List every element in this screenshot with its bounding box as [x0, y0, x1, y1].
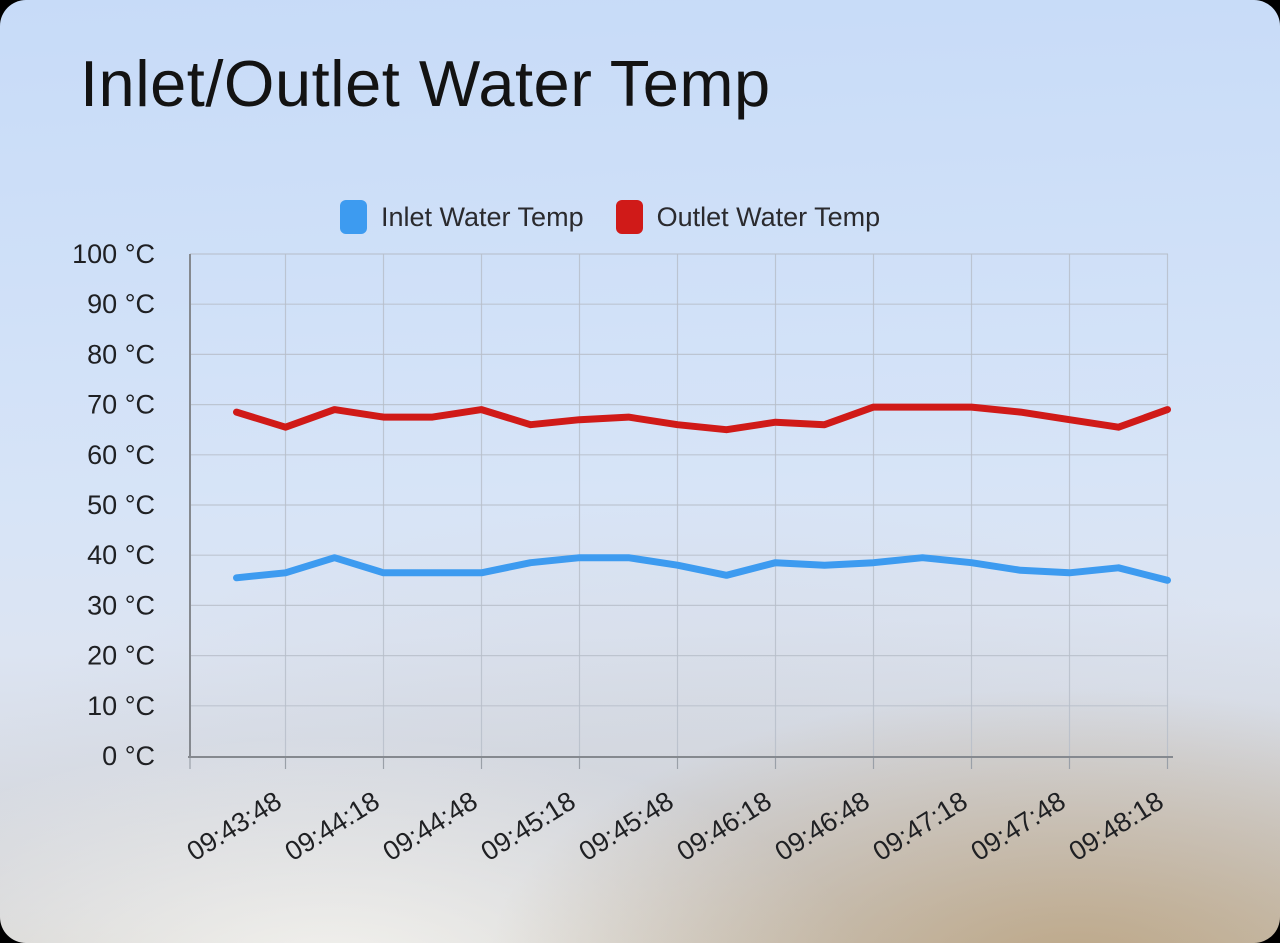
x-axis-label: 09:44:18	[280, 786, 385, 867]
x-axis-ticks	[189, 757, 1169, 769]
inlet-legend-label: Inlet Water Temp	[381, 201, 584, 232]
x-axis-labels: 09:43:4809:44:1809:44:4809:45:1809:45:48…	[182, 786, 1169, 867]
x-axis-label: 09:45:18	[476, 786, 581, 867]
x-axis-label: 09:43:48	[182, 786, 287, 867]
y-axis-label: 40 °C	[87, 540, 155, 570]
y-axis-label: 30 °C	[87, 590, 155, 620]
x-axis-label: 09:45:48	[574, 786, 679, 867]
y-axis-label: 50 °C	[87, 490, 155, 520]
outlet-legend-swatch	[615, 200, 643, 234]
y-axis-label: 70 °C	[87, 390, 155, 420]
x-axis-label: 09:48:18	[1064, 786, 1169, 867]
legend-item-outlet-water-temp[interactable]: Outlet Water Temp	[615, 200, 881, 234]
axes	[188, 254, 1173, 758]
outlet-legend-label: Outlet Water Temp	[656, 201, 881, 232]
inlet-legend-swatch	[340, 200, 367, 234]
y-axis-label: 100 °C	[72, 239, 155, 269]
chart-legend: Inlet Water Temp Outlet Water Temp	[340, 200, 880, 234]
y-axis-label: 20 °C	[87, 641, 155, 671]
x-axis-label: 09:44:48	[378, 786, 483, 867]
x-axis-label: 09:47:18	[868, 786, 973, 867]
y-axis-label: 10 °C	[87, 691, 155, 721]
x-axis-label: 09:46:48	[770, 786, 875, 867]
y-axis-label: 90 °C	[87, 289, 155, 319]
y-axis-label: 80 °C	[87, 339, 155, 369]
page-title: Inlet/Outlet Water Temp	[80, 47, 771, 120]
outlet-water-temp-line	[233, 403, 1171, 434]
legend-item-inlet-water-temp[interactable]: Inlet Water Temp	[340, 200, 584, 234]
y-axis-label: 0 °C	[102, 741, 155, 771]
y-axis-label: 60 °C	[87, 440, 155, 470]
inlet-water-temp-line	[233, 554, 1171, 584]
y-axis-labels: 100 °C 90 °C 80 °C 70 °C 60 °C 50 °C 40 °C 30 °…	[72, 239, 155, 771]
x-axis-label: 09:46:18	[672, 786, 777, 867]
horizontal-gridlines	[190, 253, 1168, 707]
x-axis-label: 09:47:48	[966, 786, 1071, 867]
